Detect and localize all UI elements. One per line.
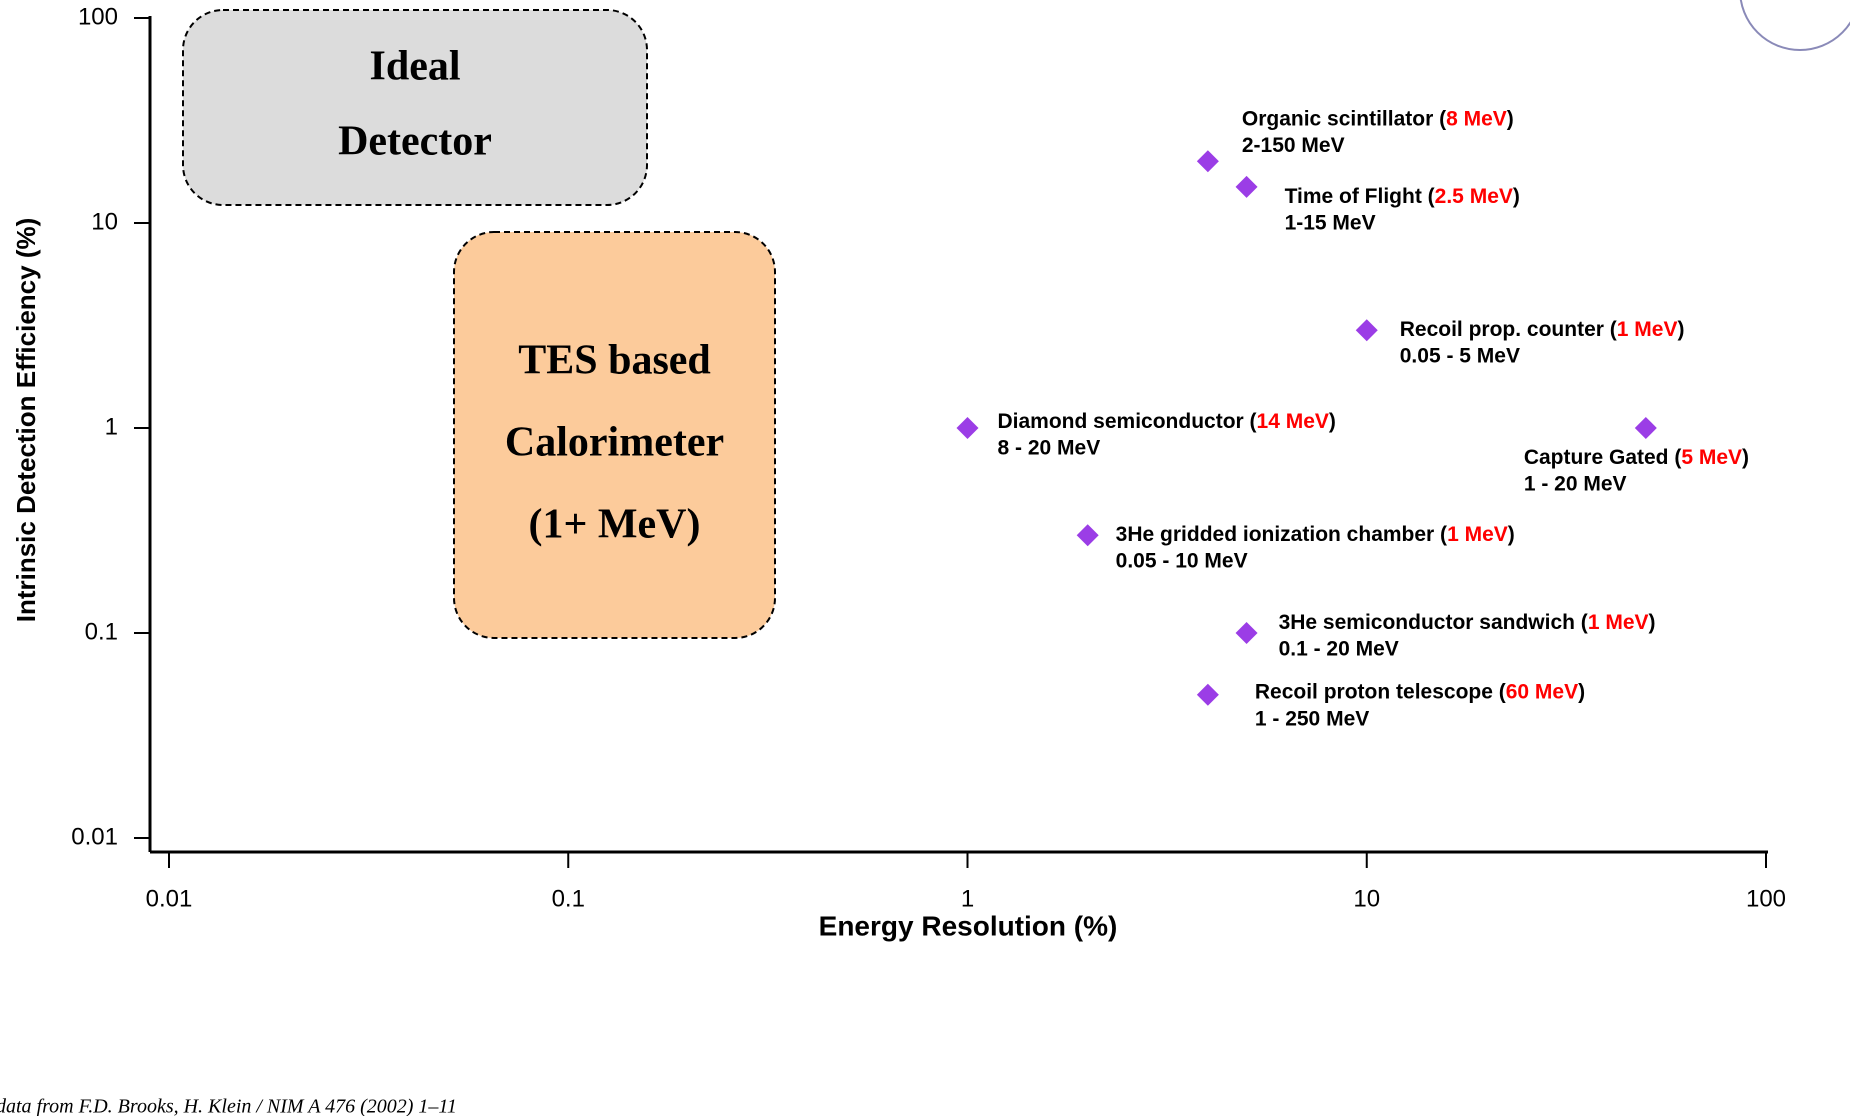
x-tick-label: 0.1 [552, 885, 585, 912]
data-point [1076, 524, 1099, 547]
label-part: 3He semiconductor sandwich ( [1279, 611, 1588, 634]
label-part: 1 MeV [1588, 611, 1649, 634]
data-point [1196, 150, 1219, 173]
label-part: ) [1329, 410, 1336, 433]
label-part: Diamond semiconductor ( [998, 410, 1257, 433]
point-label: 3He semiconductor sandwich (1 MeV) [1279, 611, 1656, 634]
y-tick-label: 100 [78, 3, 118, 30]
x-tick-label: 10 [1353, 885, 1380, 912]
data-point [1235, 175, 1258, 198]
label-part: ) [1649, 611, 1656, 634]
point-label: Capture Gated (5 MeV) [1524, 446, 1749, 469]
y-tick-label: 1 [105, 413, 118, 440]
annotation-box [453, 231, 776, 639]
label-part: ) [1578, 680, 1585, 703]
point-label: Time of Flight (2.5 MeV) [1285, 184, 1520, 207]
annotation-text: Ideal [369, 44, 460, 90]
label-part: Time of Flight ( [1285, 184, 1435, 207]
point-label: 3He gridded ionization chamber (1 MeV) [1116, 523, 1515, 546]
point-range: 1-15 MeV [1285, 211, 1376, 234]
label-part: ) [1507, 107, 1514, 130]
label-part: ) [1742, 446, 1749, 469]
label-part: 3He gridded ionization chamber ( [1116, 523, 1447, 546]
y-tick-label: 10 [91, 208, 118, 235]
point-range: 0.05 - 10 MeV [1116, 550, 1248, 573]
label-part: 8 MeV [1446, 107, 1507, 130]
point-range: 8 - 20 MeV [998, 437, 1101, 460]
point-range: 0.1 - 20 MeV [1279, 638, 1399, 661]
label-part: ) [1508, 523, 1515, 546]
annotation-text: Calorimeter [505, 420, 724, 466]
data-point [1196, 683, 1219, 706]
point-range: 0.05 - 5 MeV [1400, 345, 1520, 368]
point-label: Diamond semiconductor (14 MeV) [998, 410, 1336, 433]
data-point [956, 417, 979, 439]
label-part: 14 MeV [1257, 410, 1329, 433]
x-tick-label: 100 [1746, 885, 1786, 912]
data-point [1235, 622, 1258, 644]
source-note: data from F.D. Brooks, H. Klein / NIM A … [0, 1096, 457, 1116]
label-part: 1 MeV [1447, 523, 1508, 546]
label-part: Organic scintillator ( [1242, 107, 1446, 130]
point-label: Organic scintillator (8 MeV) [1242, 107, 1514, 130]
y-tick-label: 0.1 [85, 618, 118, 645]
y-tick-label: 0.01 [71, 823, 118, 850]
label-part: 60 MeV [1506, 680, 1578, 703]
x-tick-label: 1 [961, 885, 974, 912]
annotation-box [182, 9, 648, 206]
point-label: Recoil proton telescope (60 MeV) [1255, 680, 1585, 703]
annotation-text: Detector [338, 119, 492, 165]
point-range: 2-150 MeV [1242, 134, 1345, 157]
x-axis-title: Energy Resolution (%) [819, 910, 1118, 941]
label-part: Recoil proton telescope ( [1255, 680, 1506, 703]
label-part: Capture Gated ( [1524, 446, 1682, 469]
y-axis-title: Intrinsic Detection Efficiency (%) [11, 218, 41, 623]
data-point [1634, 417, 1657, 439]
label-part: ) [1513, 184, 1520, 207]
stamp [1739, 0, 1850, 51]
annotation-text: (1+ MeV) [528, 502, 700, 548]
annotation-text: TES based [518, 338, 711, 384]
point-label: Recoil prop. counter (1 MeV) [1400, 318, 1685, 341]
data-point [1355, 319, 1378, 342]
label-part: 2.5 MeV [1435, 184, 1513, 207]
label-part: Recoil prop. counter ( [1400, 318, 1617, 341]
point-range: 1 - 250 MeV [1255, 707, 1369, 730]
label-part: 1 MeV [1617, 318, 1678, 341]
point-range: 1 - 20 MeV [1524, 473, 1627, 496]
x-tick-label: 0.01 [146, 885, 193, 912]
label-part: ) [1677, 318, 1684, 341]
label-part: 5 MeV [1681, 446, 1742, 469]
